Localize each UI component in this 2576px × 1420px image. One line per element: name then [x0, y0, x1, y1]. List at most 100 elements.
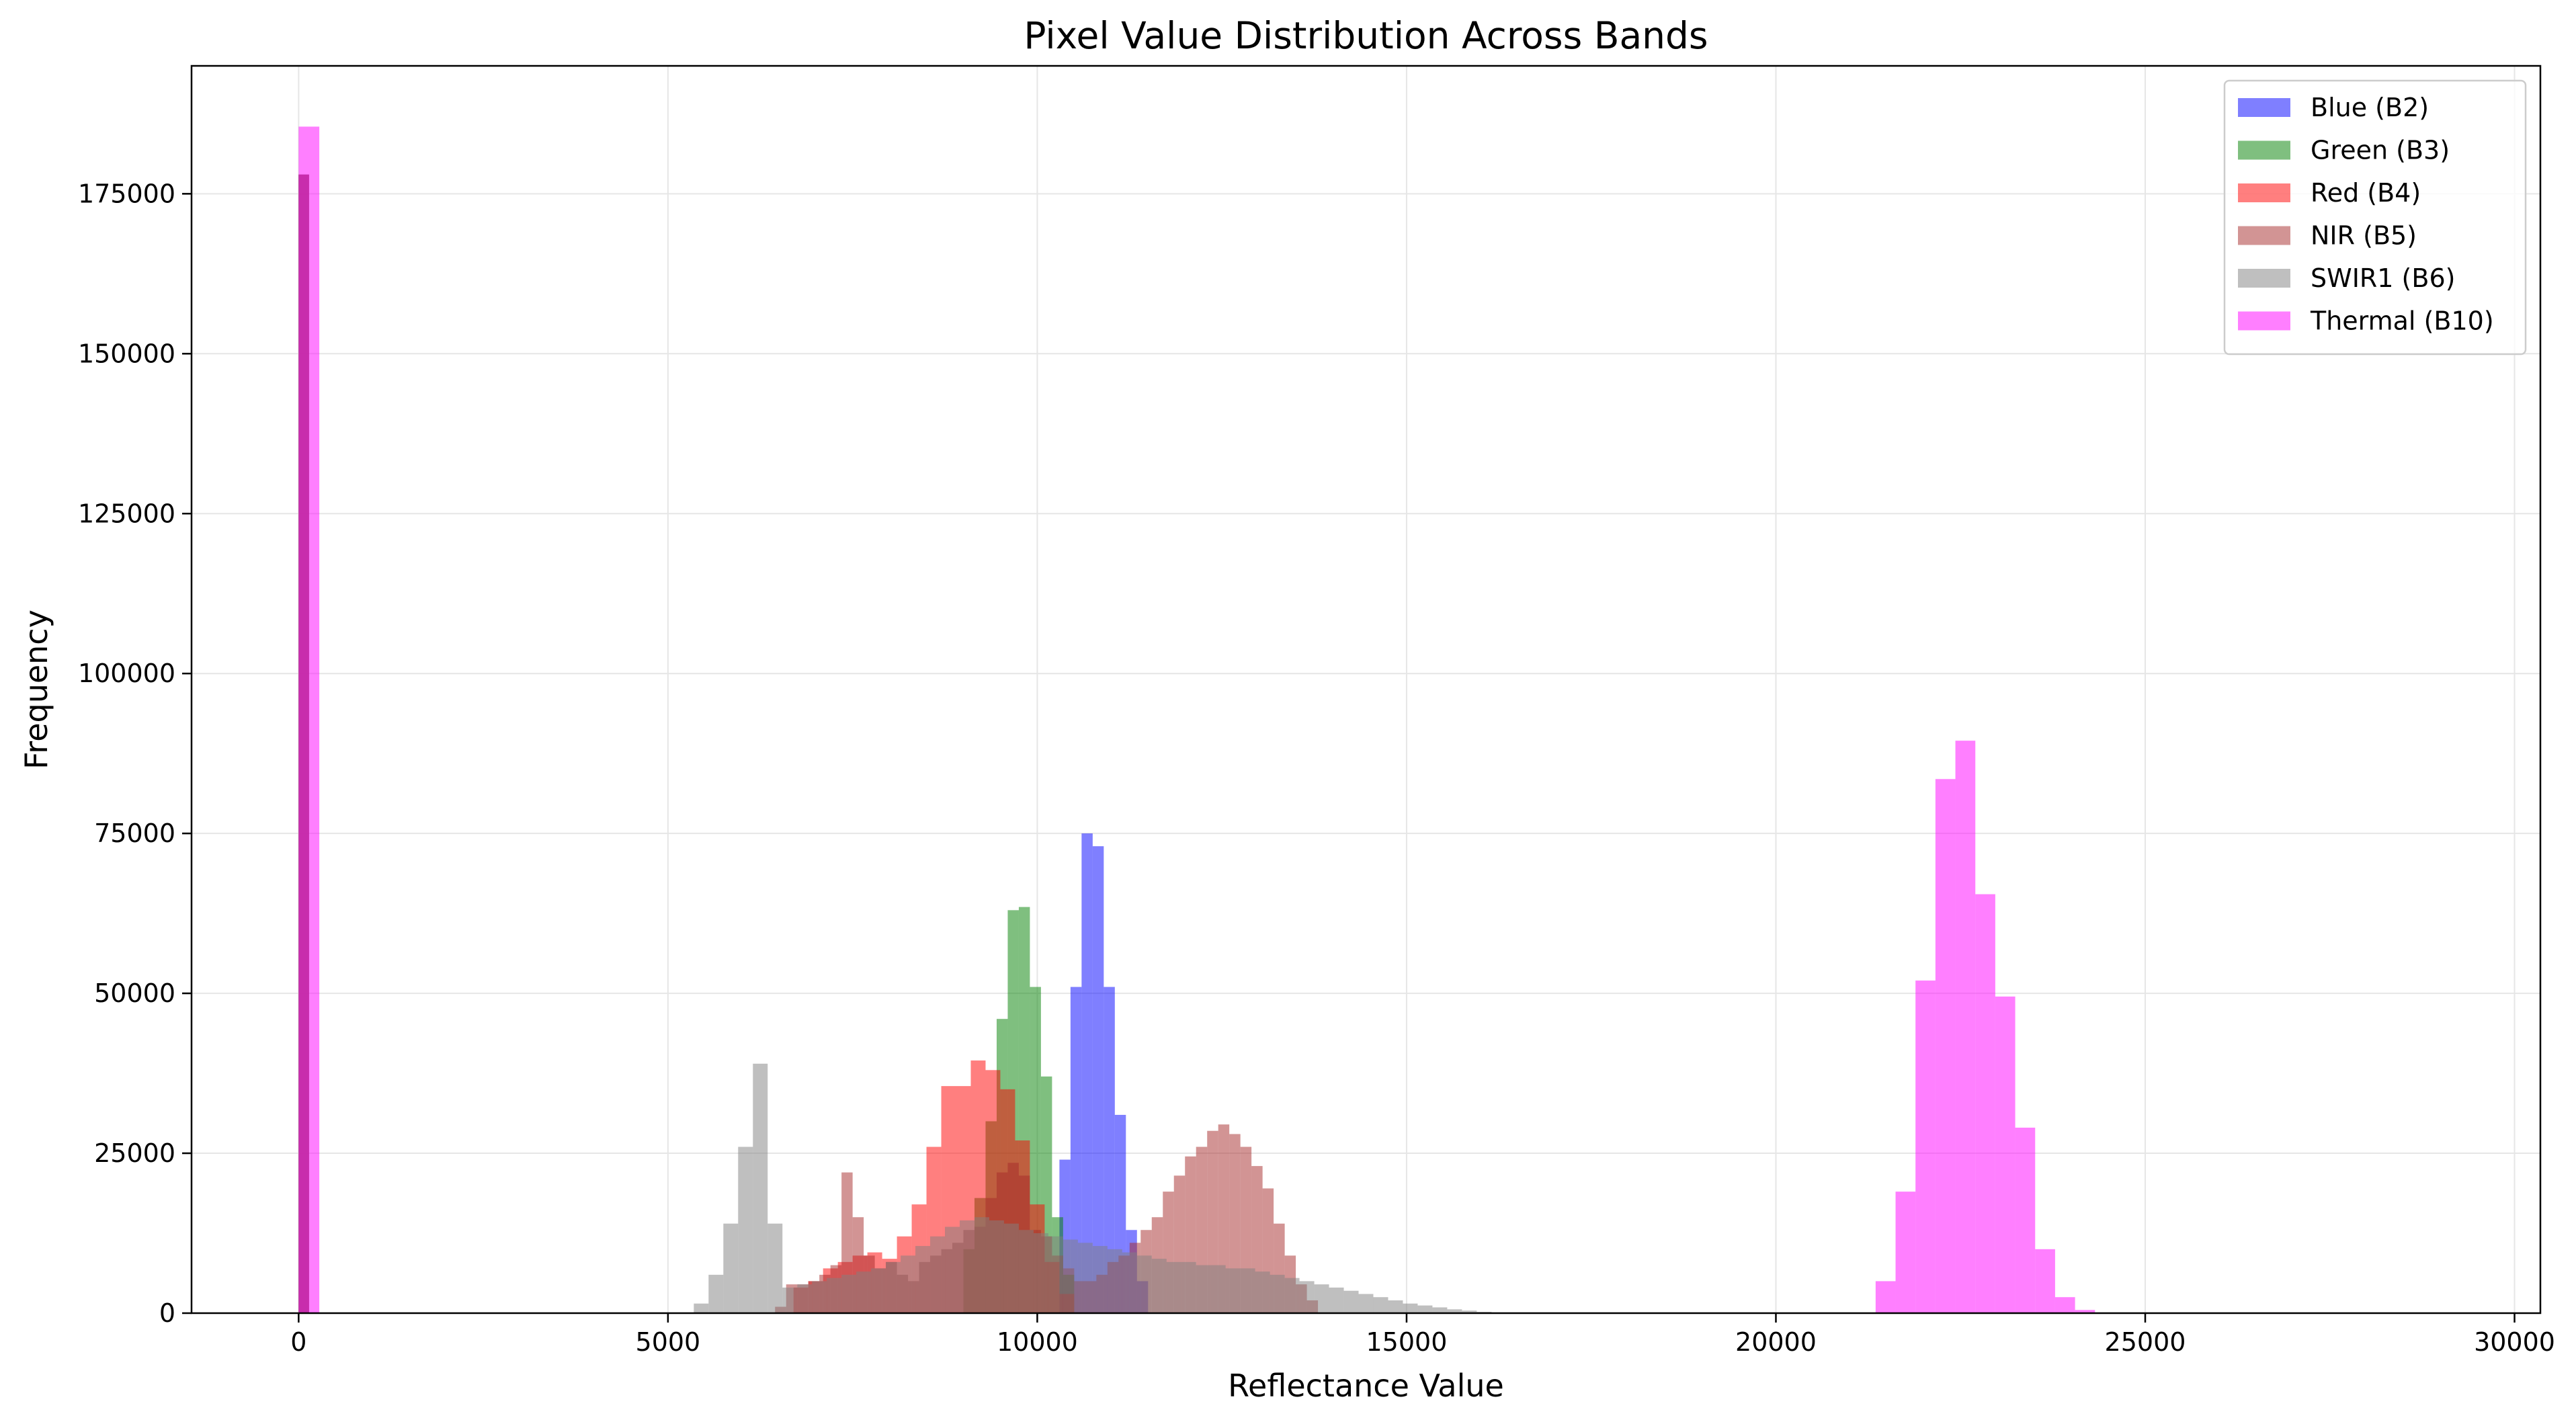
legend-label: Green (B3) [2311, 136, 2450, 165]
histogram-bar [827, 1278, 842, 1313]
histogram-bar [1063, 1239, 1078, 1313]
legend-swatch [2238, 269, 2290, 288]
histogram-bar [1181, 1261, 1196, 1313]
grid-lines [192, 66, 2540, 1314]
y-tick-label: 75000 [94, 819, 175, 848]
x-axis-title: Reflectance Value [1228, 1368, 1504, 1404]
x-tick-label: 5000 [636, 1327, 701, 1357]
histogram-bar [1462, 1310, 1477, 1313]
legend-label: SWIR1 (B6) [2311, 263, 2455, 293]
histogram-bar [708, 1274, 724, 1313]
histogram-bar [1136, 1255, 1152, 1313]
histogram-bar [1092, 1246, 1108, 1313]
histogram-bar [723, 1223, 739, 1313]
histogram-bar [1915, 980, 1936, 1313]
y-axis-title: Frequency [18, 610, 54, 769]
histogram-bar [812, 1281, 827, 1313]
histogram-bar [1048, 1236, 1063, 1313]
legend-swatch [2238, 226, 2290, 245]
histogram-bar [871, 1268, 886, 1313]
histogram-bar [1270, 1274, 1285, 1313]
histogram-bar [1070, 987, 1082, 1313]
histogram-bar [1975, 894, 1995, 1313]
histogram-bars [298, 126, 2095, 1313]
legend-box [2223, 79, 2527, 356]
legend-label: Thermal (B10) [2310, 306, 2494, 336]
histogram-bar [1210, 1265, 1226, 1313]
legend-label: Red (B4) [2311, 178, 2421, 208]
histogram-bar [1255, 1271, 1270, 1313]
histogram-bar [782, 1287, 798, 1313]
histogram-bar [1995, 996, 2016, 1313]
histogram-bar [1432, 1307, 1448, 1313]
histogram-bar [1284, 1278, 1300, 1313]
x-tick-label: 25000 [2105, 1327, 2186, 1357]
histogram-bar [841, 1274, 857, 1313]
histogram-bar [1003, 1223, 1019, 1313]
histogram-bar [2015, 1127, 2036, 1313]
histogram-bar [738, 1146, 753, 1313]
histogram-bar [945, 1226, 960, 1313]
legend-swatch [2238, 311, 2290, 331]
legend-swatch [2238, 183, 2290, 202]
x-tick-label: 20000 [1735, 1327, 1817, 1357]
histogram-bar [1299, 1281, 1315, 1313]
histogram-bar [1403, 1303, 1418, 1313]
legend: Blue (B2) Green (B3) Red (B4) NIR (B5) SWIR1… [2223, 79, 2527, 356]
histogram-bar [1388, 1300, 1403, 1313]
histogram-bar [1875, 1281, 1896, 1313]
legend-label: NIR (B5) [2311, 221, 2417, 251]
histogram-bar [960, 1220, 974, 1313]
histogram-bar [1196, 1265, 1211, 1313]
histogram-bar [1343, 1290, 1359, 1313]
histogram-bar [1151, 1259, 1167, 1313]
histogram-bar [1077, 1243, 1093, 1313]
y-tick-label: 150000 [78, 339, 175, 368]
histogram-bar [886, 1261, 901, 1313]
y-tick-label: 50000 [94, 978, 175, 1008]
x-tick-label: 10000 [997, 1327, 1078, 1357]
histogram-bar [1895, 1192, 1916, 1313]
y-tick-label: 25000 [94, 1138, 175, 1168]
histogram-bar [915, 1246, 931, 1313]
histogram-bar [1092, 846, 1104, 1313]
histogram-bar [1935, 779, 1956, 1313]
histogram-bar [2054, 1297, 2075, 1313]
histogram-bar [767, 1223, 783, 1313]
histogram-bar [1033, 1233, 1048, 1313]
x-tick-label: 0 [290, 1327, 306, 1357]
histogram-bar [1104, 987, 1115, 1313]
y-tick-label: 0 [159, 1298, 175, 1328]
legend-swatch [2238, 140, 2290, 160]
series-5 [298, 126, 2095, 1313]
plot-frame [190, 65, 2542, 1314]
histogram-bar [2075, 1310, 2095, 1313]
histogram-bar [856, 1271, 872, 1313]
histogram-bar [1417, 1305, 1433, 1313]
histogram-bar [1329, 1287, 1344, 1313]
axis-ticks: 0 5000 10000 15000 20000 25000 30000 0 25000 5000… [78, 179, 2555, 1357]
x-tick-label: 15000 [1366, 1327, 1448, 1357]
x-tick-label: 30000 [2474, 1327, 2555, 1357]
histogram-bar [930, 1236, 946, 1313]
histogram-bar [753, 1063, 768, 1313]
histogram-bar [1314, 1284, 1329, 1313]
histogram-bar [797, 1284, 813, 1313]
histogram-bar [694, 1303, 709, 1313]
histogram-bar [974, 1217, 989, 1313]
legend-label: Blue (B2) [2311, 93, 2429, 122]
histogram-bar [901, 1255, 916, 1313]
histogram-bar [1107, 1249, 1122, 1313]
histogram-bar [1018, 1230, 1034, 1313]
y-tick-label: 125000 [78, 499, 175, 528]
histogram-bar [1166, 1261, 1181, 1313]
histogram-bar [1447, 1309, 1462, 1313]
y-tick-label: 175000 [78, 179, 175, 208]
histogram-bar [1955, 741, 1976, 1313]
chart-title: Pixel Value Distribution Across Bands [1024, 14, 1708, 57]
histogram-bar [1225, 1268, 1241, 1313]
histogram-bar [989, 1220, 1004, 1313]
histogram-bar [298, 126, 320, 1313]
